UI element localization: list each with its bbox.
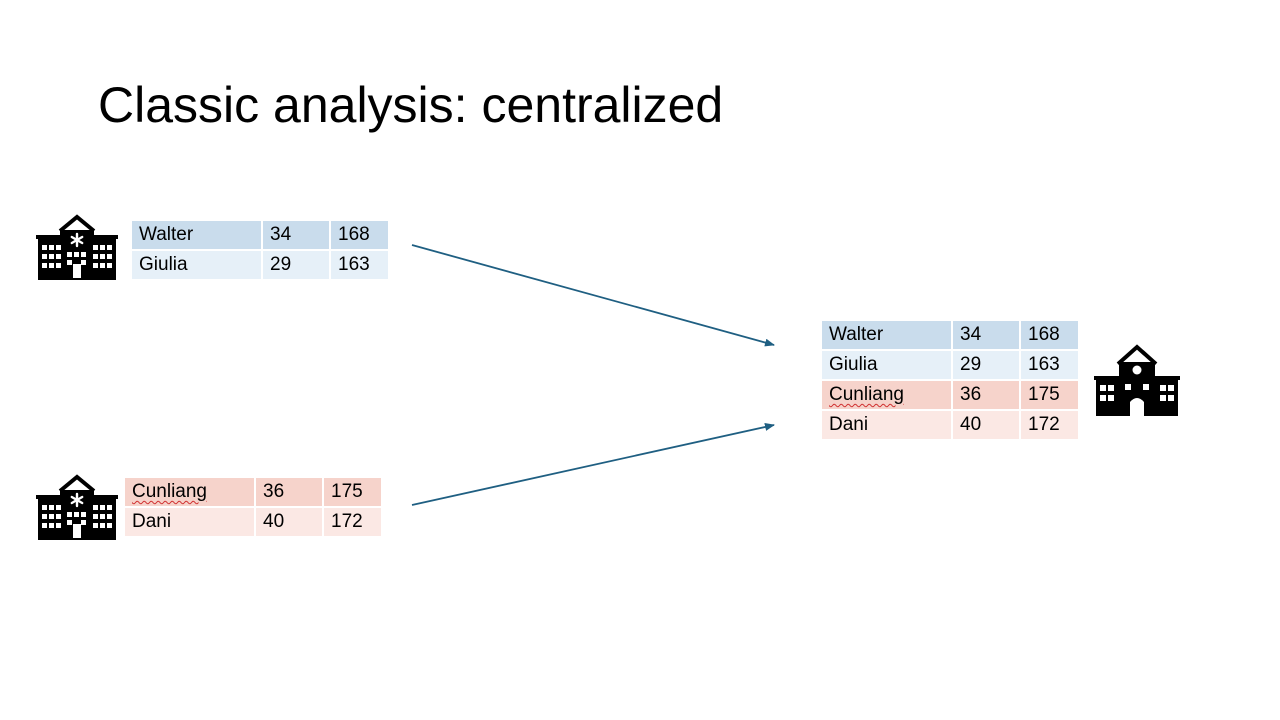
name-cell-text: Dani bbox=[829, 414, 869, 435]
name-cell: Walter bbox=[132, 221, 261, 249]
height-cell-text: 168 bbox=[1028, 324, 1060, 345]
name-cell: Giulia bbox=[822, 351, 951, 379]
name-cell-text: Cunliang bbox=[829, 384, 904, 405]
height-cell: 163 bbox=[331, 251, 388, 279]
height-cell: 168 bbox=[331, 221, 388, 249]
age-cell-text: 29 bbox=[270, 254, 292, 275]
table-row: Giulia 29 163 bbox=[132, 251, 388, 279]
name-cell-text: Giulia bbox=[139, 254, 188, 275]
arrow-hospital-b-to-central bbox=[411, 423, 775, 506]
height-cell-text: 163 bbox=[338, 254, 370, 275]
age-cell-text: 34 bbox=[270, 224, 292, 245]
table-row: Giulia 29 163 bbox=[822, 351, 1078, 379]
height-cell-text: 175 bbox=[331, 481, 363, 502]
age-cell-text: 34 bbox=[960, 324, 982, 345]
name-cell: Dani bbox=[822, 411, 951, 439]
age-cell-text: 29 bbox=[960, 354, 982, 375]
name-cell: Giulia bbox=[132, 251, 261, 279]
name-cell: Walter bbox=[822, 321, 951, 349]
name-cell: Dani bbox=[125, 508, 254, 536]
height-cell: 175 bbox=[1021, 381, 1078, 409]
age-cell: 36 bbox=[953, 381, 1019, 409]
hospital-icon bbox=[36, 214, 118, 280]
age-cell-text: 40 bbox=[960, 414, 982, 435]
age-cell: 34 bbox=[263, 221, 329, 249]
age-cell: 34 bbox=[953, 321, 1019, 349]
age-cell: 29 bbox=[263, 251, 329, 279]
table-row: Walter 34 168 bbox=[822, 321, 1078, 349]
height-cell: 172 bbox=[324, 508, 381, 536]
age-cell-text: 36 bbox=[263, 481, 285, 502]
height-cell-text: 172 bbox=[331, 511, 363, 532]
age-cell: 29 bbox=[953, 351, 1019, 379]
hospital-a-table: Walter 34 168 Giulia 29 163 bbox=[130, 219, 390, 281]
hospital-b-rows: Cunliang 36 175 Dani 40 172 bbox=[125, 478, 381, 536]
central-table: Walter 34 168 Giulia 29 163 Cunliang 36 175 Dani 4… bbox=[820, 319, 1080, 441]
school-building-icon bbox=[1094, 344, 1180, 416]
height-cell: 175 bbox=[324, 478, 381, 506]
height-cell-text: 168 bbox=[338, 224, 370, 245]
name-cell-text: Dani bbox=[132, 511, 172, 532]
name-cell: Cunliang bbox=[822, 381, 951, 409]
age-cell: 40 bbox=[256, 508, 322, 536]
height-cell: 168 bbox=[1021, 321, 1078, 349]
name-cell-text: Walter bbox=[829, 324, 884, 345]
table-row: Dani 40 172 bbox=[822, 411, 1078, 439]
hospital-a-rows: Walter 34 168 Giulia 29 163 bbox=[132, 221, 388, 279]
table-row: Dani 40 172 bbox=[125, 508, 381, 536]
table-row: Walter 34 168 bbox=[132, 221, 388, 249]
age-cell: 36 bbox=[256, 478, 322, 506]
age-cell-text: 36 bbox=[960, 384, 982, 405]
name-cell: Cunliang bbox=[125, 478, 254, 506]
slide-title: Classic analysis: centralized bbox=[98, 77, 724, 133]
height-cell: 163 bbox=[1021, 351, 1078, 379]
name-cell-text: Giulia bbox=[829, 354, 878, 375]
central-rows: Walter 34 168 Giulia 29 163 Cunliang 36 175 Dani 4… bbox=[822, 321, 1078, 439]
hospital-icon bbox=[36, 474, 118, 540]
age-cell-text: 40 bbox=[263, 511, 285, 532]
table-row: Cunliang 36 175 bbox=[822, 381, 1078, 409]
name-cell-text: Cunliang bbox=[132, 481, 207, 502]
hospital-b-table: Cunliang 36 175 Dani 40 172 bbox=[123, 476, 383, 538]
name-cell-text: Walter bbox=[139, 224, 194, 245]
height-cell: 172 bbox=[1021, 411, 1078, 439]
height-cell-text: 175 bbox=[1028, 384, 1060, 405]
height-cell-text: 172 bbox=[1028, 414, 1060, 435]
height-cell-text: 163 bbox=[1028, 354, 1060, 375]
table-row: Cunliang 36 175 bbox=[125, 478, 381, 506]
age-cell: 40 bbox=[953, 411, 1019, 439]
arrow-hospital-a-to-central bbox=[411, 244, 775, 347]
